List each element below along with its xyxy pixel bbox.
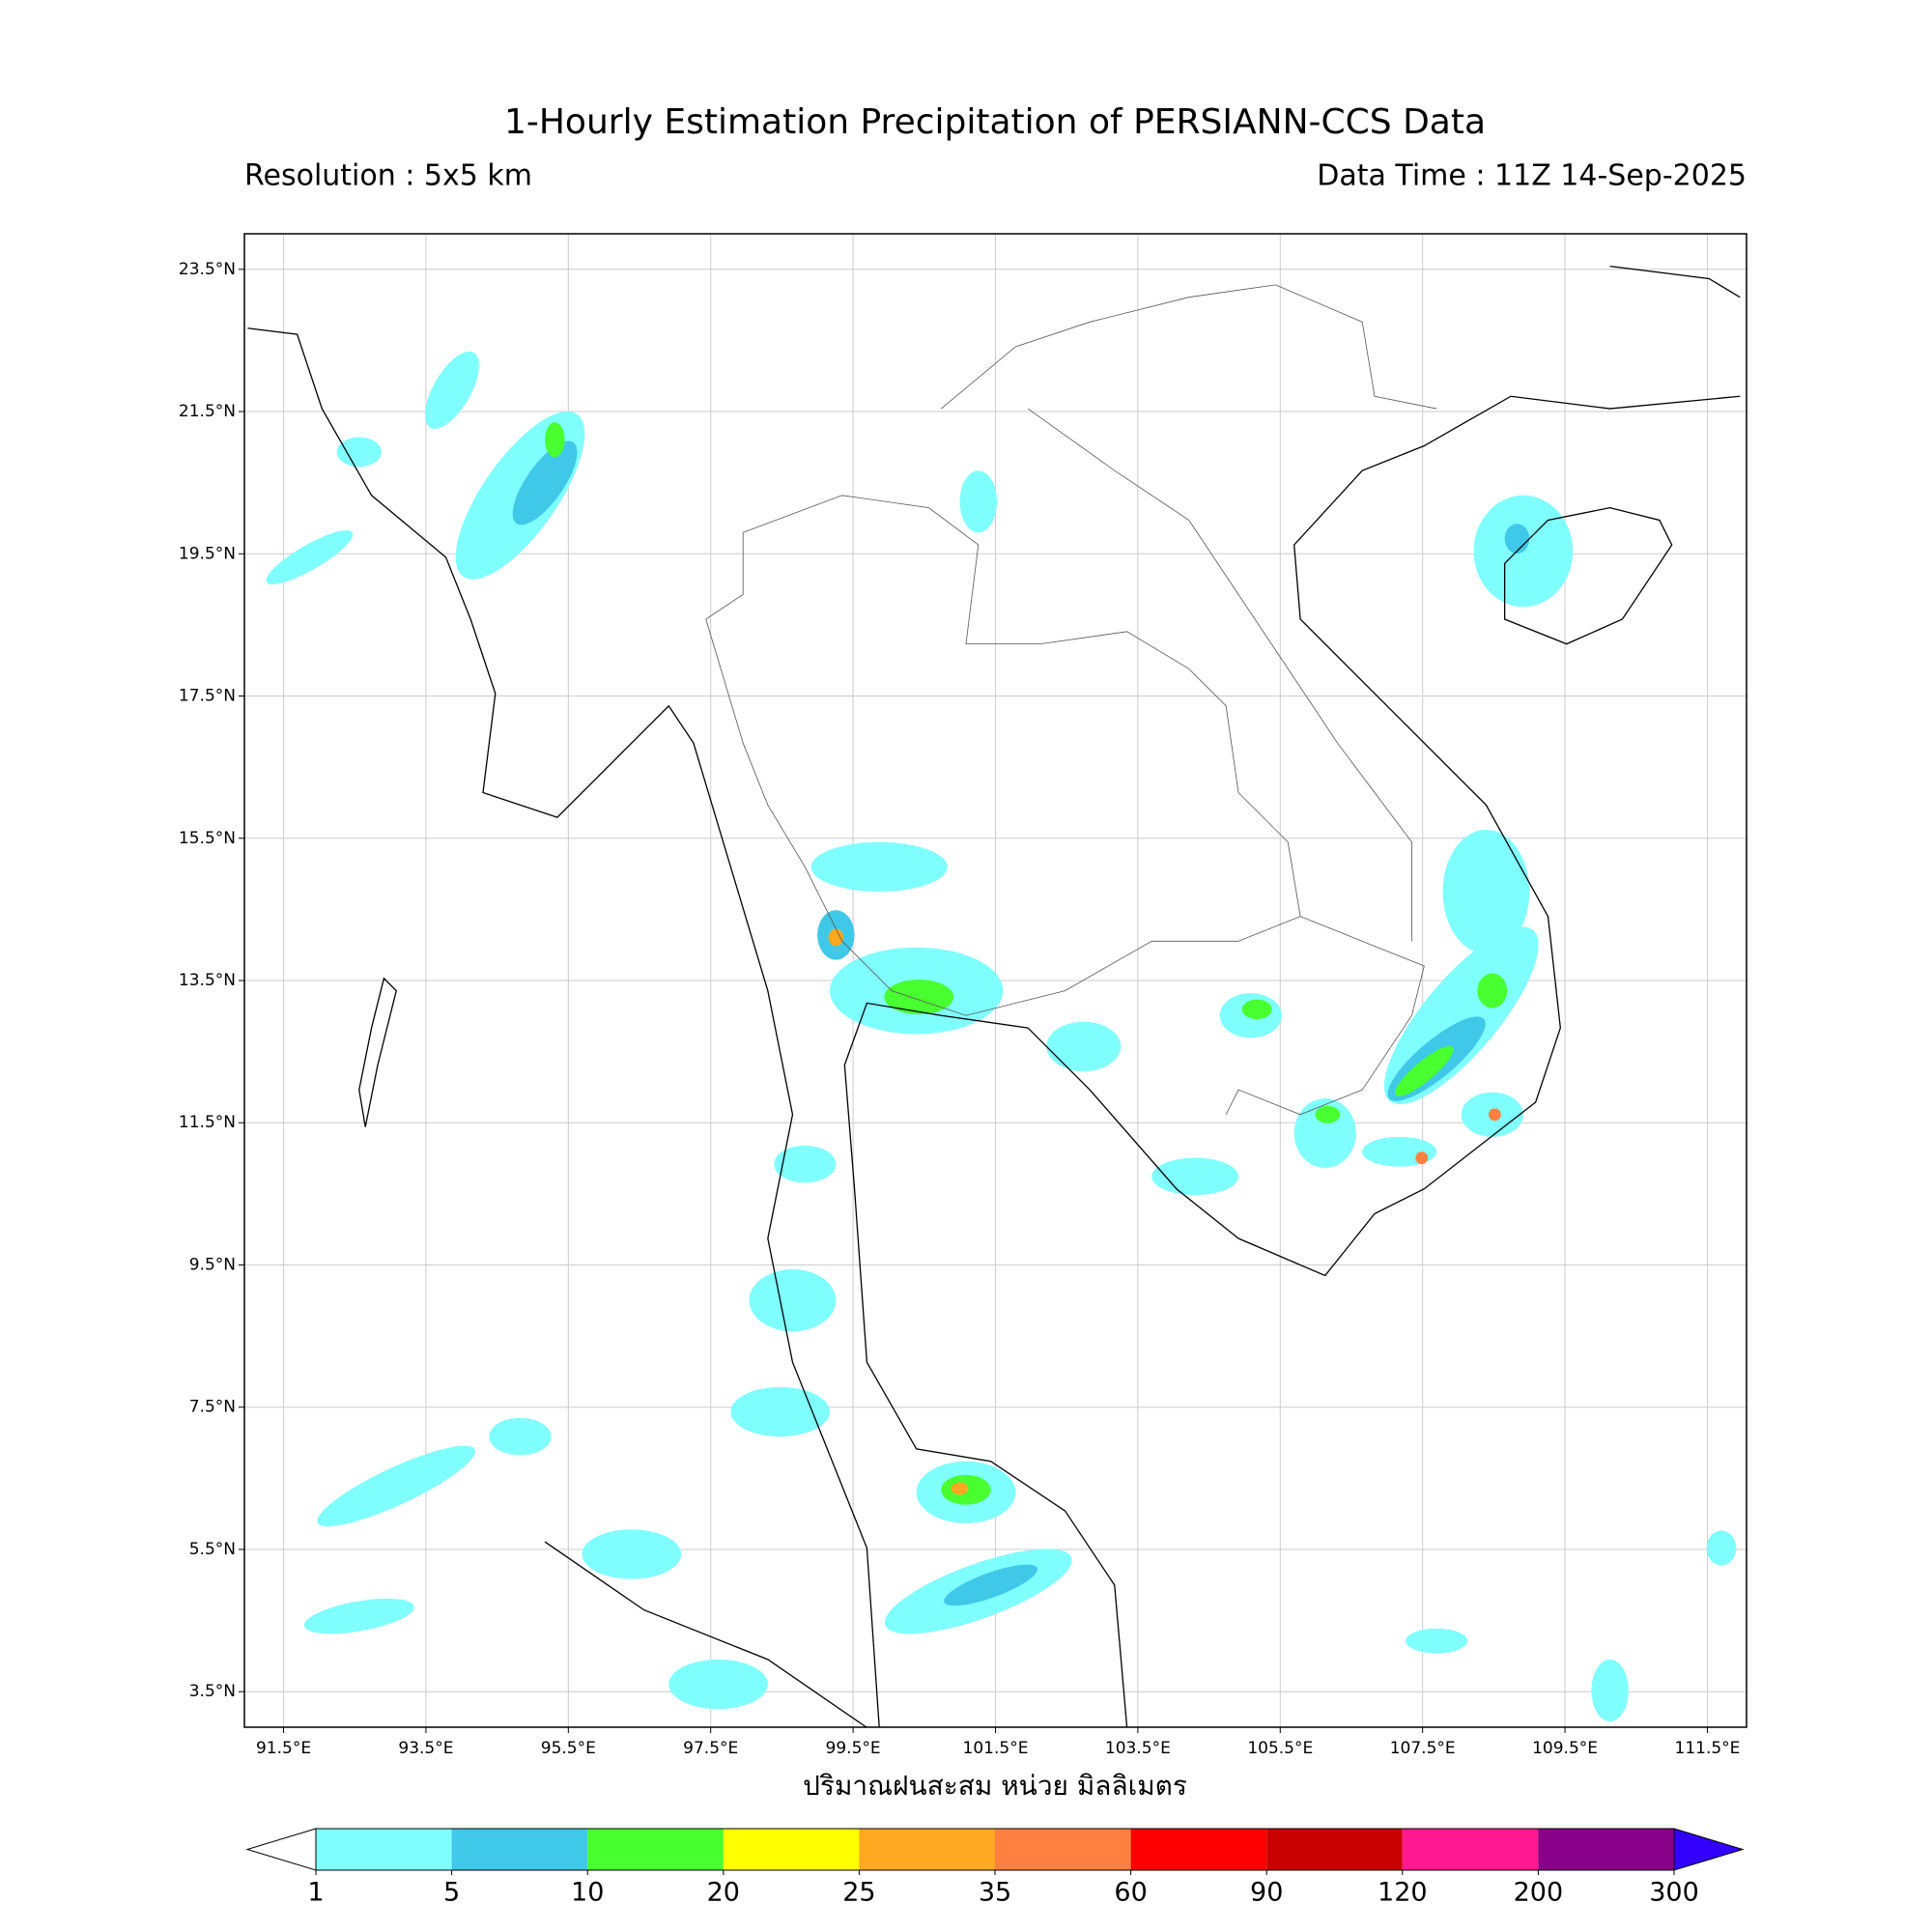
y-tick-label: 15.5°N	[179, 829, 236, 848]
rain	[1395, 1045, 1454, 1096]
x-tick-label: 105.5°E	[1247, 1739, 1313, 1758]
rain	[884, 980, 954, 1014]
colorbar-over	[1673, 1828, 1745, 1871]
coastline	[844, 396, 1740, 1727]
colorbar-label: 25	[842, 1878, 875, 1908]
colorbar-segment	[587, 1829, 724, 1870]
x-tick-label: 97.5°E	[683, 1739, 738, 1758]
rain	[1591, 1659, 1629, 1721]
rain	[582, 1529, 682, 1579]
data-time: Data Time : 11Z 14-Sep-2025	[1317, 159, 1747, 193]
x-axis-label: ปริมาณฝนสะสม หน่วย มิลลิเมตร	[803, 1770, 1187, 1802]
rain	[951, 1482, 969, 1495]
coastline	[1505, 508, 1672, 644]
x-tick-label: 91.5°E	[256, 1739, 311, 1758]
resolution: Resolution : 5x5 km	[244, 159, 532, 193]
y-tick-label: 5.5°N	[189, 1540, 236, 1559]
rain	[336, 437, 382, 468]
x-tick-label: 111.5°E	[1675, 1739, 1741, 1758]
colorbar: 1 5 10 20 25 35 60 90 120 200 300	[245, 1828, 1745, 1908]
border	[1226, 917, 1424, 1115]
rain	[424, 351, 479, 429]
coastline	[1610, 267, 1741, 298]
border	[1028, 409, 1411, 941]
y-tick-label: 7.5°N	[189, 1398, 236, 1417]
x-tick-label: 101.5°E	[963, 1739, 1029, 1758]
rain	[668, 1659, 768, 1710]
colorbar-label: 300	[1649, 1878, 1699, 1908]
x-tick-label: 99.5°E	[826, 1739, 881, 1758]
colorbar-segment	[1402, 1829, 1539, 1870]
rain-cells	[266, 351, 1737, 1721]
y-tick-label: 9.5°N	[189, 1255, 236, 1274]
rain	[730, 1386, 830, 1437]
colorbar-segment	[451, 1829, 588, 1870]
rain	[749, 1269, 837, 1332]
colorbar-label: 5	[443, 1878, 460, 1908]
rain	[303, 1598, 414, 1634]
colorbar-segment	[1538, 1829, 1674, 1870]
rain	[1151, 1157, 1239, 1196]
rain	[1477, 973, 1508, 1009]
colorbar-label: 10	[571, 1878, 604, 1908]
border	[941, 285, 1436, 409]
borders	[706, 285, 1436, 1115]
rain	[944, 1564, 1037, 1606]
rain	[1504, 524, 1530, 554]
colorbar-under	[245, 1828, 317, 1871]
colorbar-segment	[995, 1829, 1131, 1870]
rain	[810, 841, 948, 893]
colorbar-label: 90	[1250, 1878, 1283, 1908]
coastline	[545, 1542, 867, 1727]
coastline	[359, 979, 396, 1127]
y-tick-label: 17.5°N	[179, 687, 236, 706]
x-tick-label: 107.5°E	[1390, 1739, 1456, 1758]
map-layer	[247, 267, 1740, 1728]
x-tick-label: 103.5°E	[1105, 1739, 1171, 1758]
colorbar-label: 200	[1514, 1878, 1564, 1908]
colorbar-label: 1	[307, 1878, 324, 1908]
y-tick-label: 3.5°N	[189, 1682, 236, 1701]
rain	[1415, 1151, 1429, 1165]
rain	[1315, 1105, 1341, 1123]
y-tick-label: 21.5°N	[179, 402, 236, 421]
border	[706, 496, 1300, 1015]
rain	[1442, 829, 1530, 954]
x-tick-label: 109.5°E	[1532, 1739, 1598, 1758]
y-tick-label: 13.5°N	[179, 971, 236, 990]
rain	[512, 440, 578, 526]
colorbar-segment	[723, 1829, 860, 1870]
y-tick-label: 11.5°N	[179, 1113, 236, 1132]
rain	[545, 422, 565, 458]
x-tick-label: 93.5°E	[398, 1739, 453, 1758]
rain	[1406, 1628, 1468, 1654]
rain	[489, 1417, 552, 1456]
colorbar-segment	[859, 1829, 995, 1870]
rain	[828, 928, 844, 947]
rain	[774, 1145, 837, 1183]
rain	[1046, 1021, 1122, 1071]
colorbar-label: 35	[979, 1878, 1011, 1908]
coastline	[247, 328, 879, 1728]
y-tick-label: 19.5°N	[179, 544, 236, 563]
title: 1-Hourly Estimation Precipitation of PER…	[504, 102, 1486, 142]
colorbar-label: 120	[1378, 1878, 1428, 1908]
colorbar-segment	[316, 1829, 452, 1870]
rain	[266, 529, 354, 584]
rain	[1706, 1530, 1737, 1566]
y-tick-label: 23.5°N	[179, 260, 236, 279]
coastlines	[247, 267, 1740, 1728]
colorbar-segment	[1130, 1829, 1267, 1870]
rain	[959, 470, 998, 533]
x-tick-label: 95.5°E	[541, 1739, 596, 1758]
colorbar-label: 60	[1114, 1878, 1147, 1908]
colorbar-segment	[1266, 1829, 1403, 1870]
grid	[244, 234, 1747, 1727]
rain	[1241, 999, 1272, 1020]
colorbar-label: 20	[707, 1878, 740, 1908]
rain	[317, 1445, 475, 1527]
rain	[1488, 1108, 1501, 1122]
rain	[1293, 1098, 1356, 1168]
